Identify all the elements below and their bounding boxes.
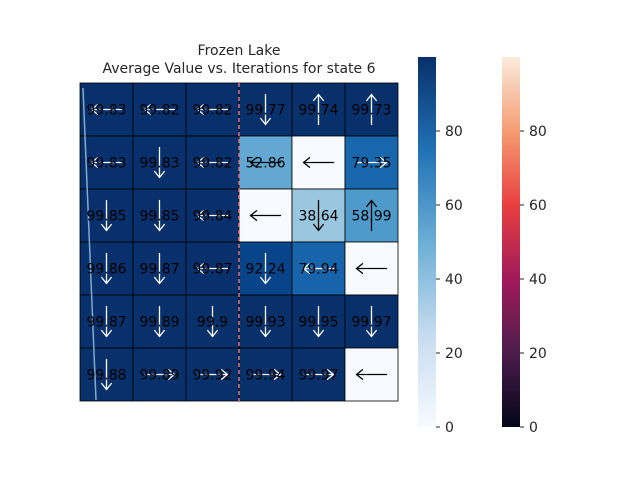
arrow-down-icon [260, 252, 271, 285]
colorbar-tick-label: 20 [445, 346, 463, 362]
arrow-left-icon [302, 263, 335, 274]
colorbar-tick-label: 60 [445, 198, 463, 214]
arrow-right-icon [355, 157, 388, 168]
colorbar-tick-label: 0 [445, 420, 454, 436]
arrow-left-icon [196, 157, 229, 168]
colorbar-blues: 0 20 40 60 80 [418, 57, 463, 436]
cell-value: 99.82 [139, 103, 179, 119]
cell-value: 79.35 [351, 156, 391, 172]
colorbar-rocket: 0 20 40 60 80 [502, 57, 547, 436]
cell-value: 99.87 [139, 262, 179, 278]
arrow-right-icon [196, 369, 229, 380]
cell-value: 79.94 [298, 262, 338, 278]
heatmap-cells [79, 82, 399, 402]
arrow-left-icon [355, 263, 388, 274]
cell-value: 99.9 [197, 315, 228, 331]
arrow-up-icon [313, 93, 324, 126]
colorbar-tick-label: 40 [529, 272, 547, 288]
colorbar-gradient [418, 57, 436, 427]
cell-value: 99.85 [139, 209, 179, 225]
arrow-down-icon [154, 252, 165, 285]
cell-value: 99.95 [298, 315, 338, 331]
chart-subtitle: Average Value vs. Iterations for state 6 [102, 61, 376, 77]
cell-value: 99.87 [192, 262, 232, 278]
arrow-down-icon [101, 305, 112, 338]
arrow-down-icon [260, 93, 271, 126]
arrow-left-icon [90, 104, 123, 115]
cell-value: 99.77 [245, 103, 285, 119]
arrow-up-icon [366, 93, 377, 126]
heatmap-overlay: 99.83 99.82 99.82 99.77 99.74 99.73 99.83 99.83… [82, 83, 392, 401]
colorbar-tick-label: 80 [445, 124, 463, 140]
arrow-left-icon [249, 210, 282, 221]
arrow-up-icon [366, 199, 377, 232]
cell-value: 99.97 [298, 368, 338, 384]
cell-value: 99.85 [86, 209, 126, 225]
colorbar-tick-label: 60 [529, 198, 547, 214]
cell-value: 99.87 [86, 315, 126, 331]
cell-value: 58.99 [351, 209, 391, 225]
colorbar-tick-label: 0 [529, 420, 538, 436]
colorbar-tick-label: 20 [529, 346, 547, 362]
cell-value: 99.89 [139, 368, 179, 384]
cell-value: 99.92 [192, 368, 232, 384]
colorbar-gradient [502, 57, 520, 427]
cell-value: 92.24 [245, 262, 285, 278]
cell-value: 99.86 [86, 262, 126, 278]
arrow-left-icon [196, 263, 229, 274]
cell-value: 99.83 [86, 103, 126, 119]
cell-value: 99.83 [86, 156, 126, 172]
cell-value: 99.74 [298, 103, 338, 119]
arrow-down-icon [313, 199, 324, 232]
cell-value: 52.86 [245, 156, 285, 172]
cell-value: 99.88 [86, 368, 126, 384]
cell-value: 38.64 [298, 209, 338, 225]
cell-value: 99.97 [351, 315, 391, 331]
arrow-down-icon [366, 305, 377, 338]
cell-value: 99.89 [139, 315, 179, 331]
arrow-down-icon [154, 146, 165, 179]
arrow-down-icon [101, 358, 112, 391]
arrow-left-icon [249, 157, 282, 168]
arrow-left-icon [196, 210, 229, 221]
cell-value: 99.84 [192, 209, 232, 225]
cell-value: 99.82 [192, 103, 232, 119]
arrow-down-icon [260, 305, 271, 338]
cell-value: 99.82 [192, 156, 232, 172]
heatmap-cell [291, 82, 346, 137]
chart-title: Frozen Lake [197, 43, 281, 59]
arrow-down-icon [101, 252, 112, 285]
arrow-down-icon [101, 199, 112, 232]
cell-value: 99.94 [245, 368, 285, 384]
arrow-right-icon [302, 369, 335, 380]
arrow-down-icon [154, 199, 165, 232]
cell-value: 99.83 [139, 156, 179, 172]
arrow-left-icon [355, 369, 388, 380]
arrow-left-icon [196, 104, 229, 115]
arrow-left-icon [90, 157, 123, 168]
trace-line [82, 87, 97, 401]
cell-value: 99.93 [245, 315, 285, 331]
cell-value: 99.73 [351, 103, 391, 119]
arrow-down-icon [207, 305, 218, 338]
arrow-left-icon [143, 104, 176, 115]
arrow-down-icon [313, 305, 324, 338]
arrow-down-icon [154, 305, 165, 338]
colorbar-tick-label: 40 [445, 272, 463, 288]
arrow-left-icon [302, 157, 335, 168]
colorbar-tick-label: 80 [529, 124, 547, 140]
arrow-right-icon [143, 369, 176, 380]
arrow-right-icon [249, 369, 282, 380]
